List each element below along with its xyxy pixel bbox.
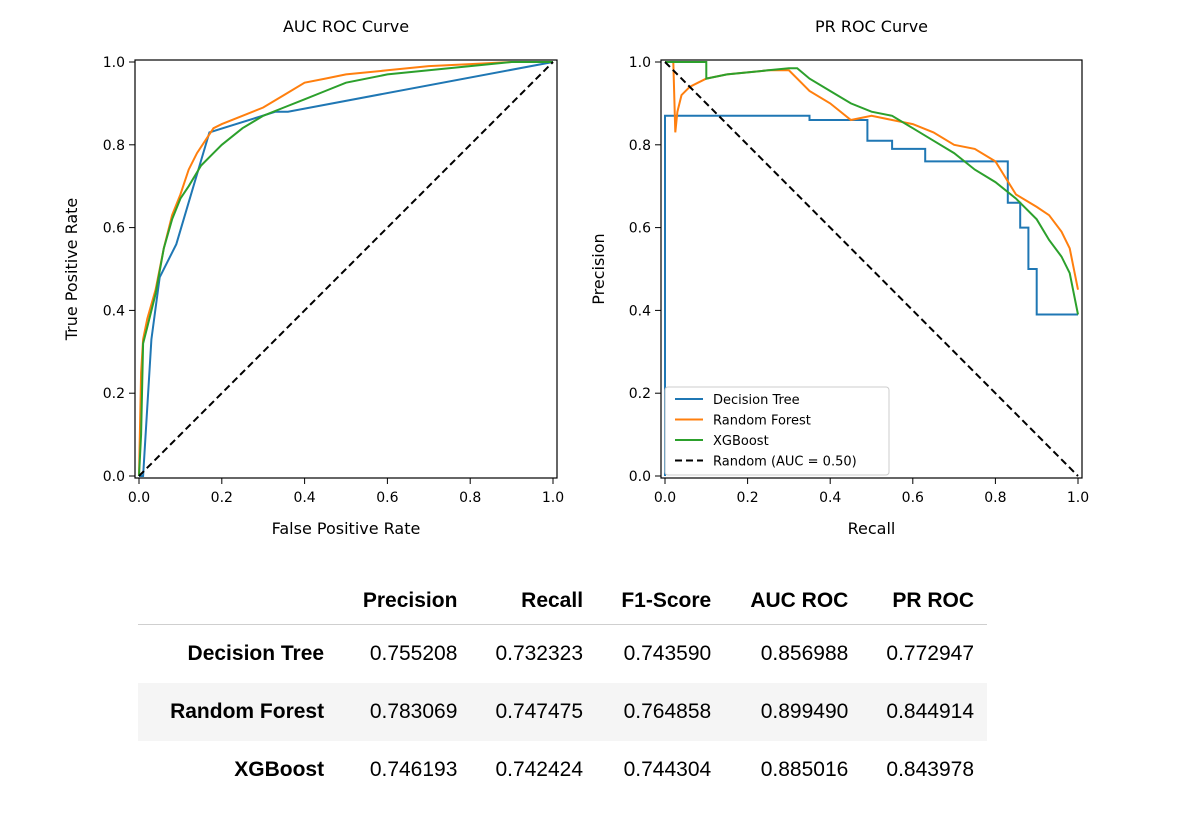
table-row: XGBoost 0.746193 0.742424 0.744304 0.885… <box>138 741 987 799</box>
header-auc-roc: AUC ROC <box>750 588 849 612</box>
chart-1: AUC ROC Curve 0.0 0.2 0.4 0.6 0.8 1.0 0.0 0.2 0.4… <box>62 17 564 538</box>
y-tick-label: 0.8 <box>629 138 651 154</box>
legend-label-xgboost: XGBoost <box>713 434 769 449</box>
series-line-xgboost <box>665 61 1079 315</box>
cell-pr-roc: 0.844914 <box>886 700 974 723</box>
header-f1-score: F1-Score <box>621 588 712 612</box>
series-line-random-auc-0-50 <box>138 61 554 477</box>
y-axis-label: True Positive Rate <box>62 198 81 342</box>
charts-area: AUC ROC Curve 0.0 0.2 0.4 0.6 0.8 1.0 0.0 0.2 0.4… <box>62 17 1089 538</box>
x-tick-label: 1.0 <box>542 490 564 506</box>
legend-label-decision-tree: Decision Tree <box>713 393 800 408</box>
header-recall: Recall <box>521 588 584 612</box>
cell-recall: 0.732323 <box>495 642 584 665</box>
y-tick-label: 0.6 <box>103 221 125 237</box>
table-row: Decision Tree 0.755208 0.732323 0.743590… <box>138 625 987 684</box>
chart-title: PR ROC Curve <box>815 17 928 36</box>
cell-auc-roc: 0.899490 <box>760 700 849 723</box>
cell-f1: 0.764858 <box>623 700 712 723</box>
cell-precision: 0.746193 <box>369 758 458 781</box>
x-tick-label: 0.4 <box>819 490 841 506</box>
cell-f1: 0.743590 <box>623 642 712 665</box>
legend-label-random-forest: Random Forest <box>713 414 811 429</box>
y-tick-label: 1.0 <box>103 55 125 71</box>
cell-auc-roc: 0.856988 <box>760 642 849 665</box>
y-tick-label: 0.2 <box>629 386 651 402</box>
cell-auc-roc: 0.885016 <box>760 758 849 781</box>
chart-title: AUC ROC Curve <box>283 17 409 36</box>
x-tick-label: 0.0 <box>654 490 676 506</box>
x-axis-label: Recall <box>848 519 896 538</box>
cell-precision: 0.755208 <box>369 642 458 665</box>
chart-2: PR ROC Curve 0.0 0.2 0.4 0.6 0.8 1.0 0.0 0.2 0.4 0… <box>589 17 1089 538</box>
row-model-name: XGBoost <box>234 758 325 781</box>
x-tick-label: 0.6 <box>902 490 924 506</box>
cell-precision: 0.783069 <box>369 700 458 723</box>
series-line-random-forest <box>138 61 553 477</box>
cell-f1: 0.744304 <box>623 758 712 781</box>
y-tick-label: 0.2 <box>103 386 125 402</box>
cell-pr-roc: 0.843978 <box>886 758 974 781</box>
y-tick-label: 0.0 <box>629 469 651 485</box>
series-line-random-auc-0-50 <box>664 61 1079 477</box>
series-line-xgboost <box>138 61 553 477</box>
header-index <box>138 577 337 625</box>
row-model-name: Random Forest <box>170 700 325 723</box>
x-tick-label: 0.8 <box>459 490 481 506</box>
x-tick-label: 1.0 <box>1067 490 1089 506</box>
plot-frame <box>134 59 558 479</box>
table-row: Random Forest 0.783069 0.747475 0.764858… <box>138 683 987 741</box>
y-tick-label: 0.8 <box>103 138 125 154</box>
series-line-decision-tree <box>664 114 1078 476</box>
x-axis-label: False Positive Rate <box>272 519 421 538</box>
metrics-table: Precision Recall F1-Score AUC ROC PR ROC… <box>138 577 987 799</box>
table-header-row: Precision Recall F1-Score AUC ROC PR ROC <box>138 577 987 625</box>
header-pr-roc: PR ROC <box>892 588 974 612</box>
y-tick-label: 0.4 <box>103 303 125 319</box>
cell-recall: 0.747475 <box>495 700 584 723</box>
y-tick-label: 0.0 <box>103 469 125 485</box>
y-tick-label: 1.0 <box>629 55 651 71</box>
legend-label-random-auc-0-50: Random (AUC = 0.50) <box>713 455 857 470</box>
cell-pr-roc: 0.772947 <box>886 642 974 665</box>
cell-recall: 0.742424 <box>495 758 584 781</box>
x-tick-label: 0.8 <box>984 490 1006 506</box>
legend-box <box>664 386 890 476</box>
x-tick-label: 0.2 <box>211 490 233 506</box>
y-tick-label: 0.6 <box>629 221 651 237</box>
series-line-random-forest <box>665 61 1079 290</box>
row-model-name: Decision Tree <box>187 642 325 665</box>
x-tick-label: 0.2 <box>736 490 758 506</box>
plot-frame <box>660 59 1083 479</box>
x-tick-label: 0.0 <box>128 490 150 506</box>
y-axis-label: Precision <box>589 233 608 304</box>
y-tick-label: 0.4 <box>629 303 651 319</box>
series-line-decision-tree <box>139 61 554 477</box>
x-tick-label: 0.6 <box>376 490 398 506</box>
header-precision: Precision <box>362 588 458 612</box>
x-tick-label: 0.4 <box>293 490 315 506</box>
